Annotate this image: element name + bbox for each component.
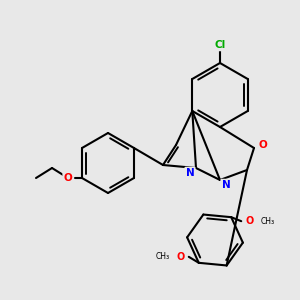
Text: N: N <box>222 180 230 190</box>
Text: Cl: Cl <box>214 40 226 50</box>
Text: CH₃: CH₃ <box>156 252 170 261</box>
Text: O: O <box>245 216 254 226</box>
Text: O: O <box>259 140 267 150</box>
Text: N: N <box>186 168 194 178</box>
Text: CH₃: CH₃ <box>260 217 274 226</box>
Text: O: O <box>64 173 72 183</box>
Text: O: O <box>177 252 185 262</box>
